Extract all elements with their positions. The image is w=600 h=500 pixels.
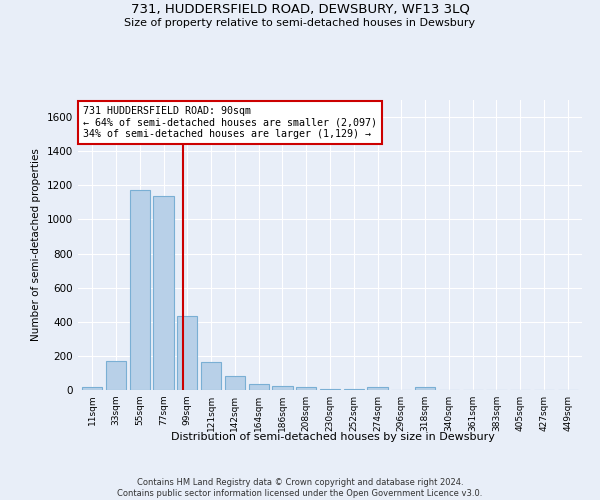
Bar	[367, 388, 388, 390]
Text: 731 HUDDERSFIELD ROAD: 90sqm
← 64% of semi-detached houses are smaller (2,097)
3: 731 HUDDERSFIELD ROAD: 90sqm ← 64% of se…	[83, 106, 377, 139]
Bar	[320, 388, 340, 390]
Bar	[225, 376, 245, 390]
Bar	[415, 388, 435, 390]
Text: Contains HM Land Registry data © Crown copyright and database right 2024.
Contai: Contains HM Land Registry data © Crown c…	[118, 478, 482, 498]
Y-axis label: Number of semi-detached properties: Number of semi-detached properties	[31, 148, 41, 342]
Bar	[248, 384, 269, 390]
Bar	[296, 388, 316, 390]
Bar	[177, 316, 197, 390]
Bar	[272, 386, 293, 390]
Bar	[201, 362, 221, 390]
Bar	[82, 388, 103, 390]
Bar	[130, 190, 150, 390]
Bar	[154, 196, 173, 390]
Text: 731, HUDDERSFIELD ROAD, DEWSBURY, WF13 3LQ: 731, HUDDERSFIELD ROAD, DEWSBURY, WF13 3…	[131, 2, 469, 16]
Bar	[106, 361, 126, 390]
Text: Distribution of semi-detached houses by size in Dewsbury: Distribution of semi-detached houses by …	[171, 432, 495, 442]
Bar	[344, 389, 364, 390]
Text: Size of property relative to semi-detached houses in Dewsbury: Size of property relative to semi-detach…	[124, 18, 476, 28]
